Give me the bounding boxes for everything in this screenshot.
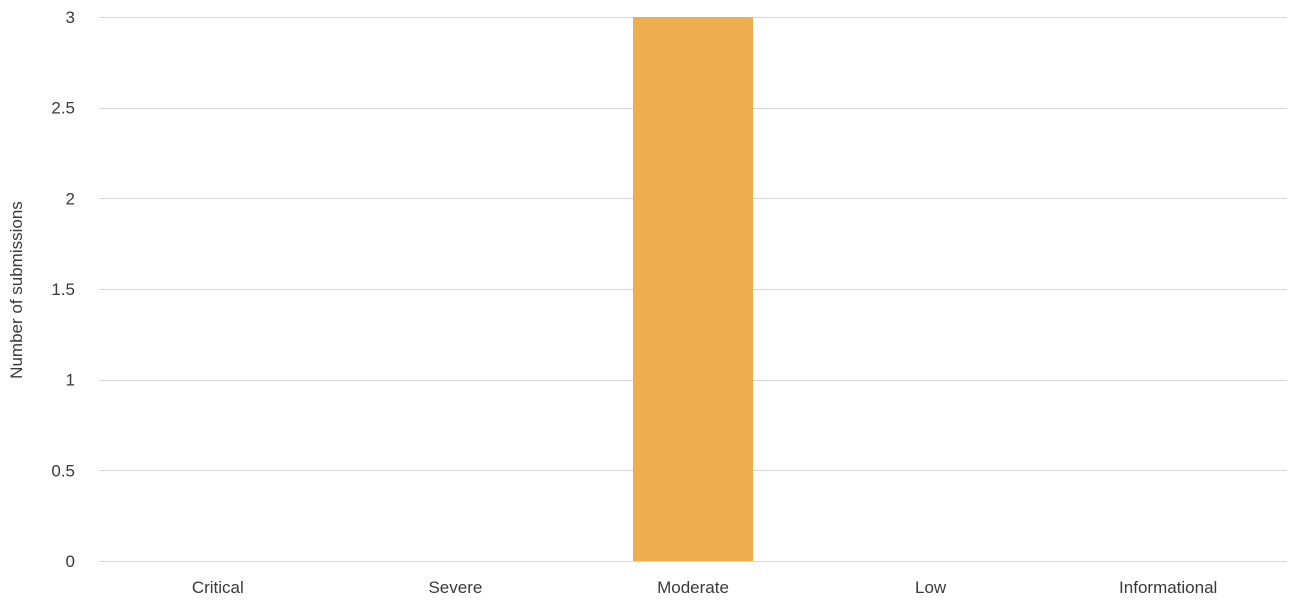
y-tick-label: 0.5 [51,461,75,480]
y-tick-label: 2.5 [51,99,75,118]
y-tick-label: 2 [66,189,75,208]
y-tick-label: 1.5 [51,280,75,299]
bars [633,17,753,561]
y-tick-label: 1 [66,371,75,390]
x-tick-label-severe: Severe [428,578,482,597]
bar-moderate [633,17,753,561]
x-tick-label-low: Low [915,578,947,597]
y-axis-title: Number of submissions [7,201,26,379]
y-tick-label: 0 [66,552,75,571]
x-tick-label-informational: Informational [1119,578,1217,597]
x-axis-ticks: Critical Severe Moderate Low Informational [192,578,1218,597]
y-axis-ticks: 0 0.5 1 1.5 2 2.5 3 [51,8,75,571]
y-tick-label: 3 [66,8,75,27]
x-tick-label-critical: Critical [192,578,244,597]
x-tick-label-moderate: Moderate [657,578,729,597]
